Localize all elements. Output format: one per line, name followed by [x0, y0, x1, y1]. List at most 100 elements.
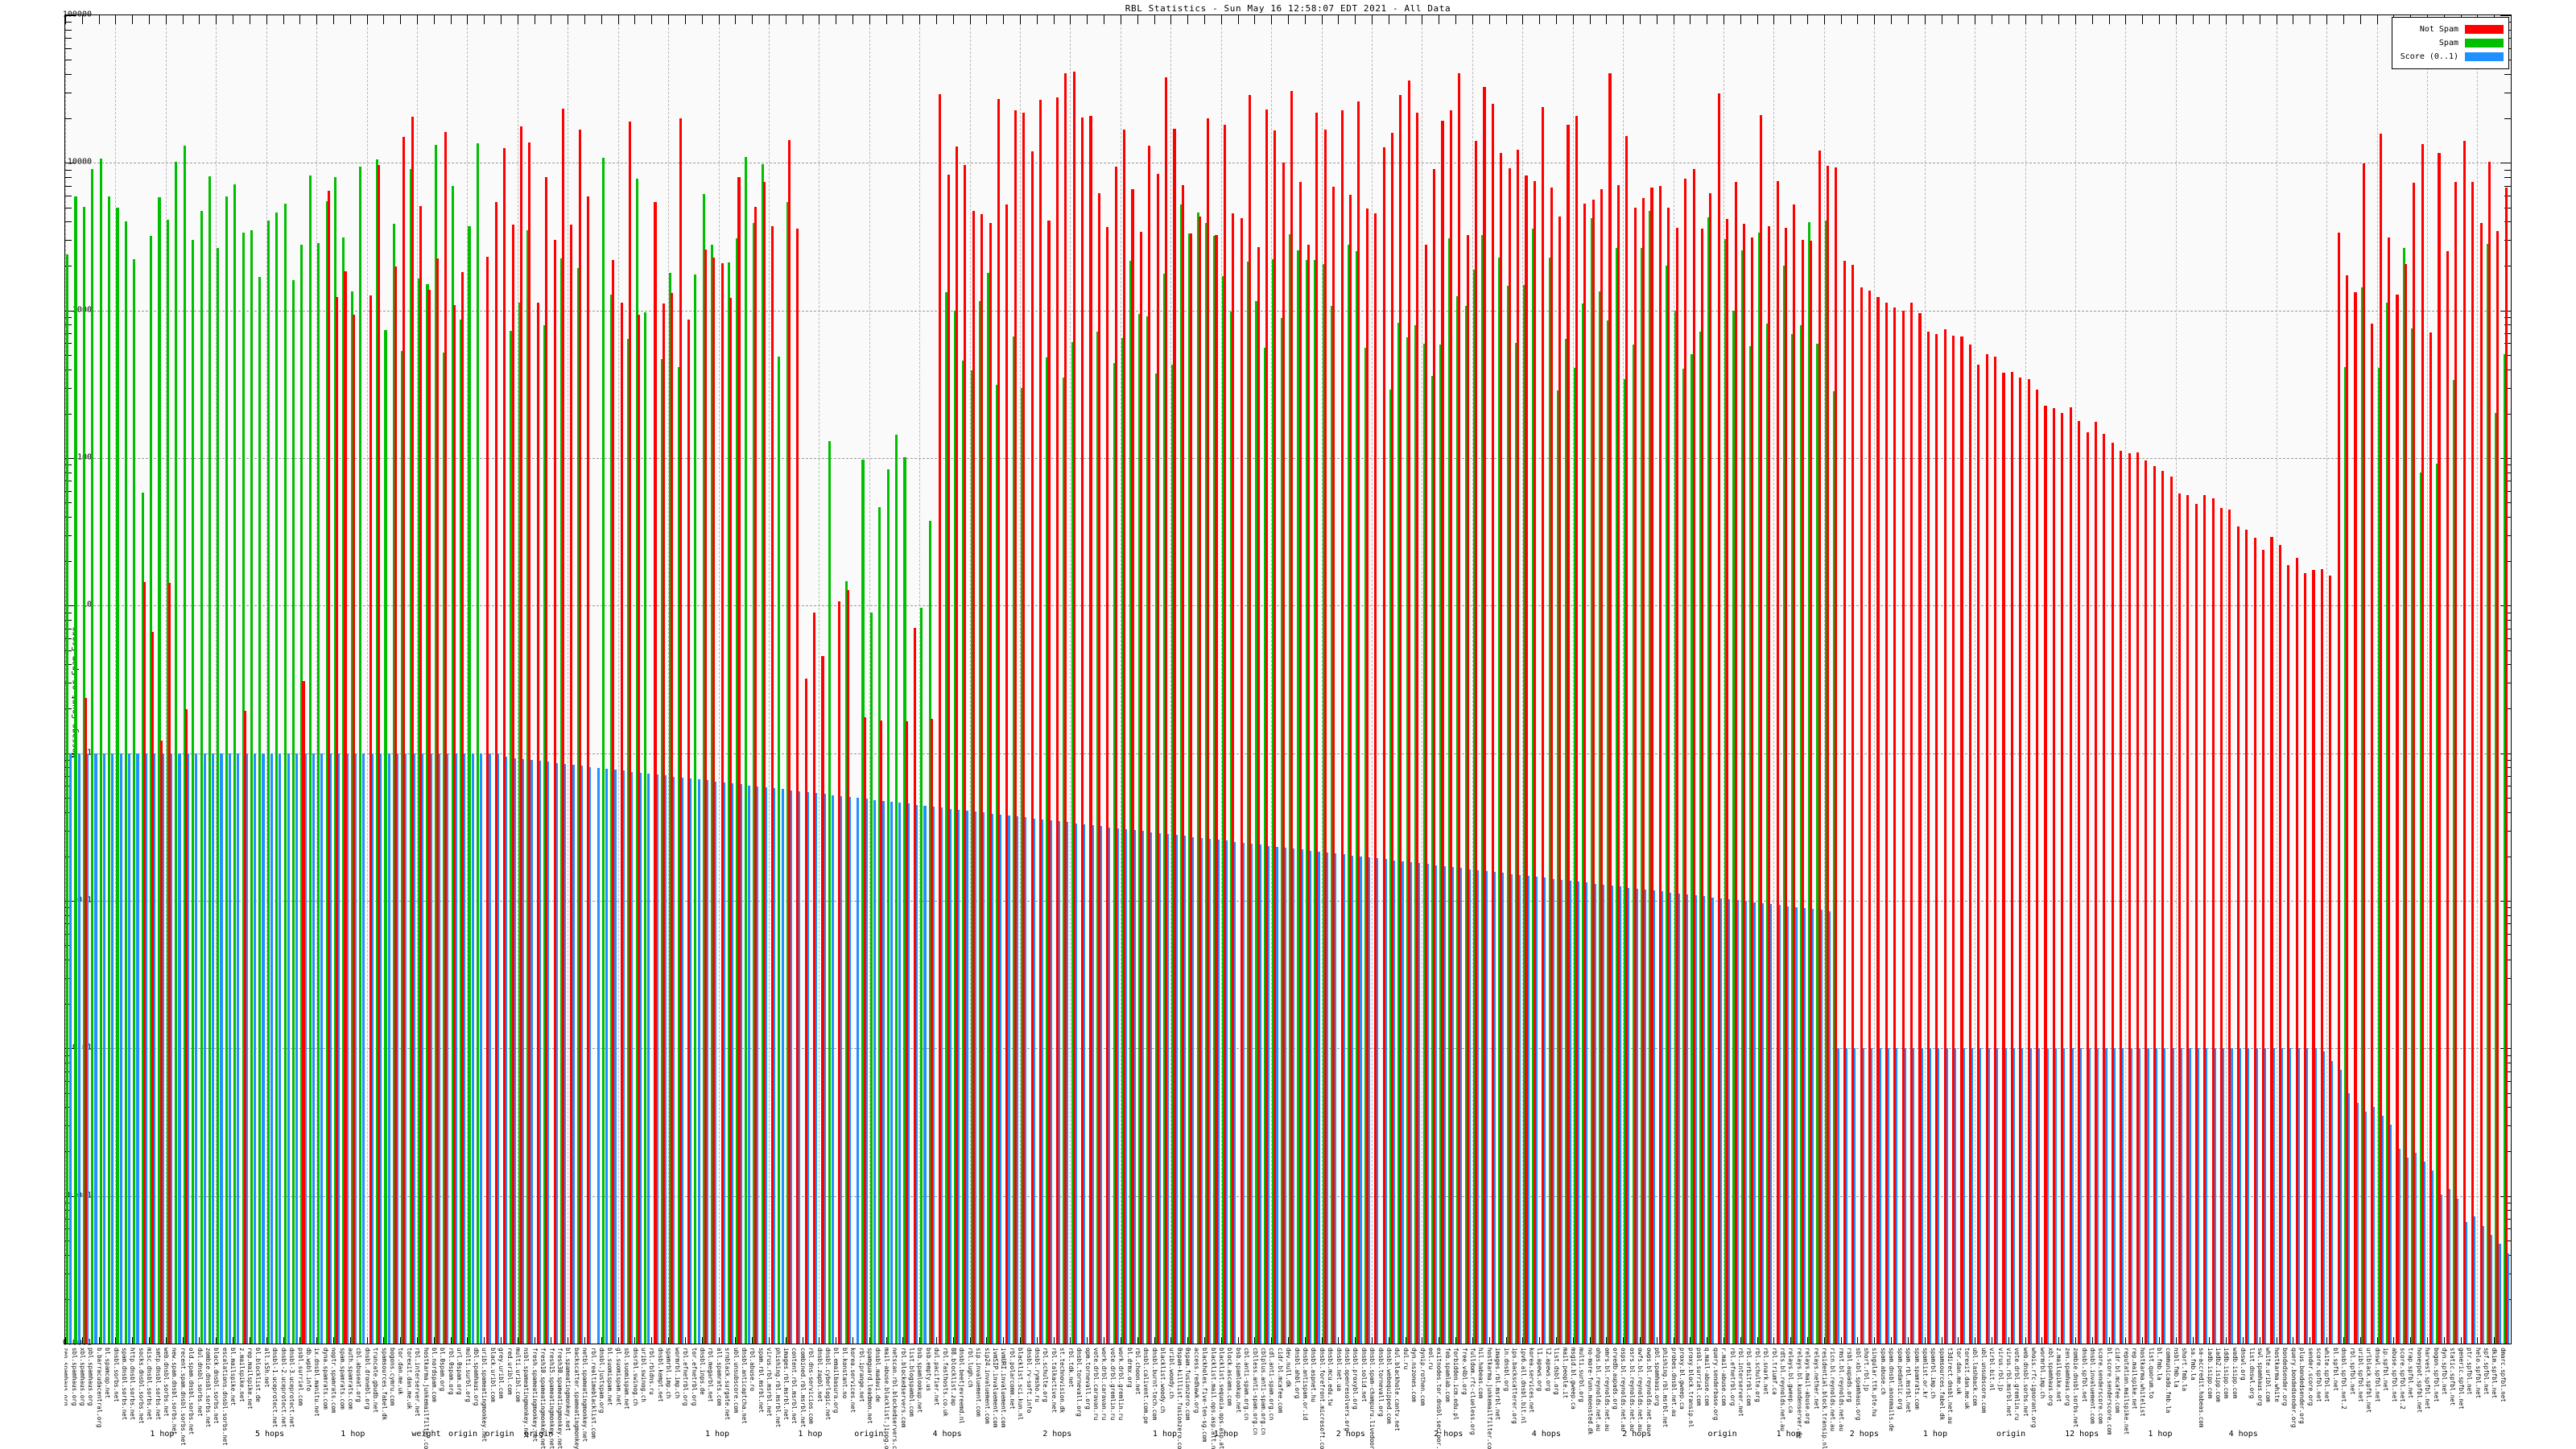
bar-score — [412, 753, 415, 1344]
x-axis-note: 2 hops — [1434, 1430, 1463, 1439]
y-tick-minor-right — [2504, 561, 2511, 563]
x-tick-label: dnsbl.inps.de — [698, 1348, 706, 1395]
bar-score — [580, 766, 583, 1344]
bar-not-spam — [1139, 231, 1142, 1344]
x-tick-bottom — [1321, 1337, 1323, 1344]
bar-score — [2498, 1244, 2501, 1344]
x-tick-top — [601, 15, 602, 24]
x-tick-label: msgid.bl.gweep.ca — [1569, 1348, 1577, 1410]
bar-score — [1309, 850, 1312, 1344]
bar-score — [1292, 848, 1295, 1344]
bar-score — [973, 811, 976, 1344]
bar-score — [2121, 1048, 2124, 1344]
x-tick-label: dul.ru — [1402, 1348, 1410, 1370]
x-tick-top — [416, 15, 418, 24]
bar-score — [621, 770, 625, 1344]
bar-spam — [476, 143, 479, 1344]
x-tick-label: netscan.rbl.blockedservers.com — [891, 1348, 899, 1449]
x-tick-top — [1053, 15, 1055, 24]
bar-spam — [786, 202, 789, 1344]
y-tick — [65, 15, 76, 16]
bar-not-spam — [2178, 493, 2182, 1344]
x-tick-label: iadb.isipp.com — [2206, 1348, 2214, 1399]
bar-score — [1585, 882, 1588, 1344]
bar-spam — [1322, 264, 1325, 1344]
bar-not-spam — [2153, 465, 2156, 1344]
x-tick-label: rsbl.aupads.org — [1846, 1348, 1854, 1402]
gridline-v — [2025, 15, 2026, 1344]
bar-score — [144, 753, 147, 1344]
bar-score — [1300, 849, 1303, 1344]
bar-spam — [2343, 367, 2347, 1344]
bar-spam — [250, 230, 254, 1344]
bar-score — [345, 753, 349, 1344]
bar-not-spam — [1005, 204, 1009, 1344]
x-tick-label: cidr.bl.mcafee.com — [2114, 1348, 2122, 1414]
bar-score — [630, 771, 634, 1344]
x-tick-bottom — [986, 1337, 988, 1344]
x-tick-bottom — [869, 1337, 870, 1344]
bar-score — [663, 775, 667, 1344]
bar-spam — [1498, 258, 1501, 1344]
x-tick-top — [1372, 15, 1373, 24]
bar-not-spam — [1190, 233, 1193, 1344]
y-tick-minor — [65, 47, 72, 49]
x-tick-top — [1924, 15, 1926, 24]
x-tick-label: list.dsbl.org — [1553, 1348, 1561, 1395]
bar-score — [2422, 1162, 2425, 1344]
x-tick-bottom — [1539, 1337, 1541, 1344]
x-tick-bottom — [701, 1337, 703, 1344]
x-tick-bottom — [2376, 1337, 2378, 1344]
x-tick-top — [1539, 15, 1541, 24]
x-tick-top — [2159, 15, 2161, 24]
x-tick-top — [2008, 15, 2009, 24]
bar-not-spam — [947, 175, 950, 1344]
x-axis-note: 1 hop — [1776, 1430, 1801, 1439]
bar-spam — [1422, 344, 1426, 1344]
x-tick-top — [1823, 15, 1825, 24]
x-tick-label: bogon.spfbl.net — [2432, 1348, 2440, 1402]
bar-spam — [2377, 368, 2380, 1344]
x-tick-bottom — [1338, 1337, 1340, 1344]
x-tick-label: web.dnsbl.sorbs.net — [2021, 1348, 2029, 1417]
bar-not-spam — [1567, 124, 1570, 1344]
bar-spam — [1666, 266, 1669, 1344]
x-tick-label: bsb.spamlookup.net — [916, 1348, 924, 1414]
x-tick-bottom — [1053, 1337, 1055, 1344]
bar-score — [1283, 847, 1286, 1344]
x-tick-top — [2209, 15, 2211, 24]
bar-score — [1635, 888, 1638, 1344]
bar-not-spam — [863, 717, 866, 1344]
x-tick-label: dnsbl.proxybl.org — [1352, 1348, 1360, 1410]
bar-score — [1652, 890, 1655, 1344]
x-tick-label: work.drbl.gremlin.ru — [1117, 1348, 1125, 1421]
x-tick-label: relays.bl.gweep.ca — [1787, 1348, 1795, 1414]
bar-score — [522, 758, 525, 1344]
x-axis-note: 1 hop — [704, 1430, 730, 1439]
x-tick-top — [400, 15, 402, 24]
gridline-v — [316, 15, 318, 1344]
x-tick-label: query.senderbase.org — [1711, 1348, 1719, 1421]
bar-score — [2280, 1048, 2283, 1344]
bar-spam — [1582, 303, 1585, 1344]
x-tick-bottom — [936, 1337, 938, 1344]
x-tick-label: dnsbl.tornevall.org — [1377, 1348, 1385, 1417]
x-tick-top — [617, 15, 619, 24]
x-tick-top — [283, 15, 284, 24]
x-tick-bottom — [400, 1337, 402, 1344]
bar-score — [337, 753, 341, 1344]
bar-not-spam — [142, 582, 146, 1344]
bar-spam — [375, 159, 379, 1344]
x-tick-bottom — [2142, 1337, 2144, 1344]
bar-not-spam — [2304, 573, 2307, 1344]
bar-not-spam — [1013, 109, 1017, 1344]
x-tick-top — [383, 15, 385, 24]
x-tick-label: dnsbl.solid.net — [1360, 1348, 1368, 1402]
y-tick-minor-right — [2504, 933, 2511, 935]
x-tick-top — [2058, 15, 2060, 24]
bar-spam — [392, 223, 395, 1344]
bar-not-spam — [2312, 570, 2315, 1344]
bar-score — [831, 795, 835, 1344]
bar-score — [1719, 898, 1722, 1344]
x-tick-top — [584, 15, 586, 24]
